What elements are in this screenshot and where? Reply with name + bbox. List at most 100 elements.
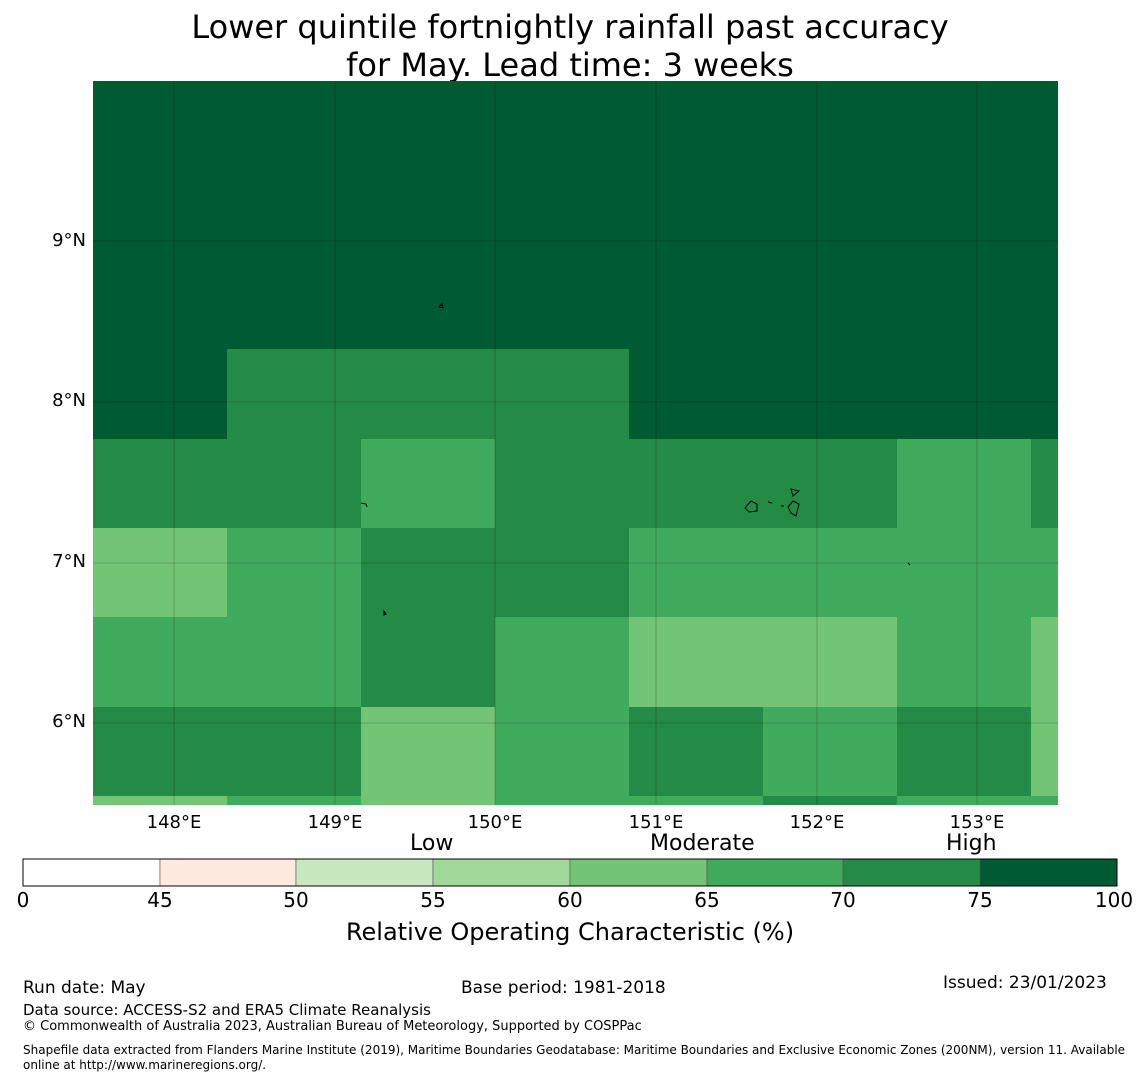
grid-cell [361,796,495,805]
grid-cell [361,528,495,617]
grid-cell [227,528,361,617]
grid-cell [227,617,361,707]
grid-cell [227,81,361,349]
grid-cell [763,528,897,617]
data-source: Data source: ACCESS-S2 and ERA5 Climate … [23,1001,431,1019]
lon-tick-151e: 151°E [628,812,684,833]
roc-grid-cells [93,81,1058,805]
colorbar-tick: 75 [967,888,993,912]
lon-tick-148e: 148°E [146,812,202,833]
grid-cell [361,349,495,439]
grid-cell [495,81,629,349]
colorbar-tick: 65 [694,888,720,912]
colorbar-segment [432,858,571,887]
grid-cell [1031,81,1058,439]
colorbar-segment [159,858,297,887]
grid-cell [897,528,1031,617]
colorbar-segment [842,858,981,887]
grid-cell [93,707,227,796]
grid-cell [93,439,227,528]
lat-tick-7n: 7°N [52,551,86,572]
island-outline [383,609,387,616]
grid-cell [1031,796,1058,805]
colorbar-tick: 55 [420,888,446,912]
grid-cell [93,796,227,805]
grid-cell [227,796,361,805]
colorbar-segment [22,858,161,887]
grid-cell [897,81,1031,439]
island-outline [767,501,773,504]
grid-cell [93,528,227,617]
island-outline [744,500,758,513]
colorbar-tick: 100 [1094,888,1134,912]
lon-tick-152e: 152°E [789,812,845,833]
grid-cell [495,707,629,796]
grid-cell [897,707,1031,796]
base-period: Base period: 1981-2018 [461,978,666,998]
grid-cell [227,349,361,439]
colorbar-segment [706,858,844,887]
category-high: High [946,831,997,856]
grid-cell [495,349,629,439]
grid-cell [897,439,1031,528]
run-date: Run date: May [23,978,146,998]
grid-cell [361,617,495,707]
grid-cell [93,81,227,439]
colorbar-tick: 50 [283,888,309,912]
graticule-lines [93,81,1058,805]
grid-cell [227,439,361,528]
grid-cell [1031,439,1058,528]
lat-tick-6n: 6°N [52,711,86,732]
grid-cell [495,439,629,528]
grid-cell [763,796,897,805]
grid-cell [629,796,763,805]
grid-cell [1031,617,1058,707]
colorbar-tick: 45 [147,888,173,912]
grid-cell [361,439,495,528]
grid-cell [361,81,495,349]
grid-cell [93,617,227,707]
island-outline [360,502,368,508]
lon-tick-153e: 153°E [949,812,1005,833]
shapefile-credit-line1: Shapefile data extracted from Flanders M… [23,1043,1126,1057]
grid-cell [763,707,897,796]
colorbar-label: Relative Operating Characteristic (%) [345,918,795,946]
grid-cell [629,617,763,707]
category-moderate: Moderate [650,831,755,856]
copyright-notice: © Commonwealth of Australia 2023, Austra… [23,1019,642,1034]
lat-tick-8n: 8°N [52,390,86,411]
grid-cell [763,439,897,528]
island-outline [907,562,911,566]
grid-cell [1031,707,1058,796]
grid-cell [629,439,763,528]
colorbar-segment [295,858,434,887]
grid-cell [361,707,495,796]
island-outlines [360,303,911,616]
colorbar [22,858,1118,887]
colorbar-tick: 60 [557,888,583,912]
category-low: Low [410,831,454,856]
island-outline [790,488,801,497]
grid-cell [495,528,629,617]
grid-cell [629,81,763,439]
shapefile-credit-line2: online at http://www.marineregions.org/. [23,1058,267,1072]
grid-cell [1031,528,1058,617]
grid-cell [763,617,897,707]
lon-tick-150e: 150°E [467,812,523,833]
island-outline [438,303,444,309]
grid-cell [227,707,361,796]
grid-cell [629,707,763,796]
issued-date: Issued: 23/01/2023 [943,973,1107,993]
grid-cell [629,528,763,617]
map-title-line1: Lower quintile fortnightly rainfall past… [191,8,949,46]
colorbar-outline [22,858,1118,887]
lon-tick-149e: 149°E [307,812,363,833]
lat-tick-9n: 9°N [52,230,86,251]
grid-cell [495,796,629,805]
colorbar-segment [569,858,708,887]
colorbar-tick: 0 [16,888,30,912]
grid-cell [897,617,1031,707]
map-title-line2: for May. Lead time: 3 weeks [346,46,794,84]
island-outline [787,500,800,517]
colorbar-tick: 70 [830,888,856,912]
